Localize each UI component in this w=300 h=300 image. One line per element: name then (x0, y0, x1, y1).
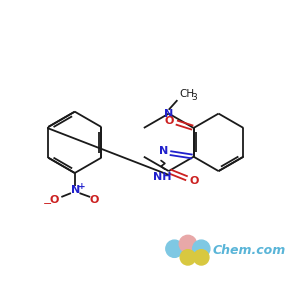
Text: O: O (89, 195, 99, 205)
Text: −: − (43, 199, 52, 209)
Text: Chem.com: Chem.com (213, 244, 286, 257)
Text: N: N (71, 185, 80, 195)
Text: O: O (190, 176, 199, 186)
Text: CH: CH (179, 89, 194, 99)
Text: NH: NH (153, 172, 171, 182)
Circle shape (193, 240, 210, 257)
Circle shape (180, 250, 196, 265)
Text: N: N (159, 146, 169, 156)
Text: O: O (165, 116, 174, 126)
Text: 3: 3 (191, 93, 197, 102)
Circle shape (166, 240, 183, 257)
Text: N: N (164, 109, 173, 118)
Circle shape (179, 235, 196, 253)
Text: O: O (50, 195, 59, 205)
Circle shape (194, 250, 209, 265)
Text: +: + (78, 182, 85, 191)
